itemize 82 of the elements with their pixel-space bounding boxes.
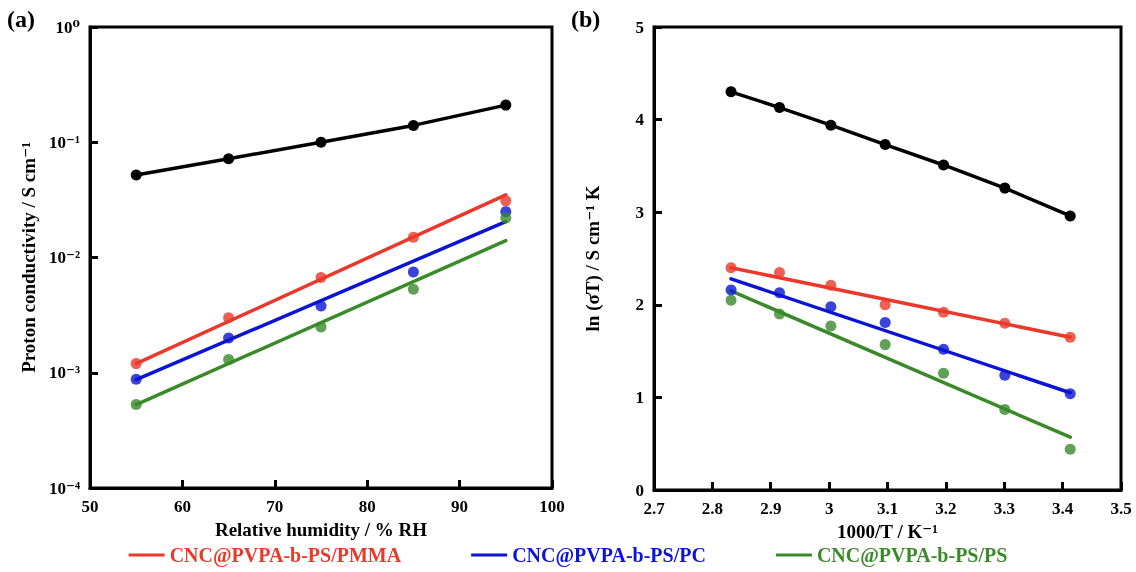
point xyxy=(774,287,786,299)
x-tick-label: 60 xyxy=(173,497,191,516)
y-tick-label: 10⁻³ xyxy=(48,363,80,383)
point xyxy=(725,284,737,296)
y-tick-label: 5 xyxy=(635,17,644,37)
point xyxy=(500,195,512,207)
point xyxy=(725,86,737,98)
y-tick-label: 3 xyxy=(635,202,644,222)
y-tick-label: 10⁰ xyxy=(55,17,80,37)
point xyxy=(879,339,891,351)
point xyxy=(825,320,837,332)
point xyxy=(315,272,327,284)
y-tick-label: 10⁻² xyxy=(48,248,80,267)
point xyxy=(223,354,235,366)
point xyxy=(879,139,891,151)
point xyxy=(725,262,737,274)
x-tick-label: 2.8 xyxy=(701,499,723,518)
x-tick-label: 100 xyxy=(539,497,565,516)
y-tick-label: 2 xyxy=(635,295,644,315)
point xyxy=(130,373,142,385)
point xyxy=(774,308,786,320)
x-tick-label: 3.5 xyxy=(1110,499,1132,518)
point xyxy=(223,153,235,165)
point xyxy=(879,316,891,328)
point xyxy=(1064,331,1076,343)
point xyxy=(315,321,327,333)
point xyxy=(825,119,837,131)
x-tick-label: 3.2 xyxy=(935,499,957,518)
point xyxy=(500,212,512,224)
chart-title: (b) xyxy=(571,6,601,32)
point xyxy=(774,266,786,278)
point xyxy=(1064,210,1076,222)
point xyxy=(999,317,1011,329)
x-tick-label: 3.3 xyxy=(993,499,1015,518)
x-tick-label: 2.7 xyxy=(643,499,666,518)
point xyxy=(407,231,419,243)
point xyxy=(774,102,786,114)
point xyxy=(938,343,950,355)
y-axis-title: Proton conductivity / S cm⁻¹ xyxy=(18,142,39,373)
x-tick-label: 70 xyxy=(266,497,284,516)
y-tick-label: 10⁻⁴ xyxy=(48,478,80,498)
point xyxy=(938,367,950,379)
point xyxy=(315,136,327,148)
point xyxy=(315,300,327,312)
y-tick-label: 1 xyxy=(635,387,644,407)
point xyxy=(825,301,837,313)
point xyxy=(407,283,419,295)
legend-label: CNC@PVPA-b-PS/PMMA xyxy=(169,544,402,567)
y-tick-label: 0 xyxy=(635,480,644,500)
x-tick-label: 80 xyxy=(358,497,376,516)
point xyxy=(500,99,512,111)
x-axis-title: Relative humidity / % RH xyxy=(214,518,428,540)
y-axis-title: ln (σT) / S cm⁻¹ K xyxy=(582,185,604,332)
x-tick-label: 3.1 xyxy=(876,499,899,518)
x-tick-label: 3 xyxy=(824,499,834,518)
point xyxy=(725,294,737,306)
point xyxy=(825,279,837,291)
point xyxy=(130,399,142,411)
point xyxy=(999,403,1011,415)
point xyxy=(938,306,950,318)
point xyxy=(1064,443,1076,455)
point xyxy=(223,312,235,324)
legend-label: CNC@PVPA-b-PS/PC xyxy=(512,544,706,567)
point xyxy=(1064,388,1076,400)
chart-title: (a) xyxy=(7,6,35,32)
point xyxy=(223,332,235,344)
x-tick-label: 90 xyxy=(451,497,469,516)
point xyxy=(999,369,1011,381)
point xyxy=(879,299,891,311)
y-tick-label: 4 xyxy=(635,110,645,130)
point xyxy=(999,182,1011,194)
y-tick-label: 10⁻¹ xyxy=(48,132,80,152)
x-axis-title: 1000/T / K⁻¹ xyxy=(837,520,938,542)
point xyxy=(407,119,419,131)
x-tick-label: 3.4 xyxy=(1052,499,1074,518)
point xyxy=(130,169,142,181)
x-tick-label: 2.9 xyxy=(760,499,782,518)
point xyxy=(407,266,419,278)
x-tick-label: 50 xyxy=(81,497,99,516)
point xyxy=(130,358,142,370)
point xyxy=(938,159,950,171)
legend-label: CNC@PVPA-b-PS/PS xyxy=(816,544,1008,567)
